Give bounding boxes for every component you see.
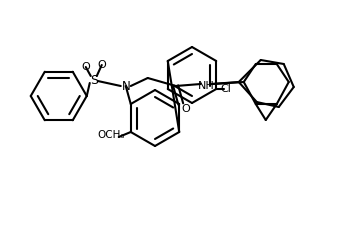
Text: NH: NH [198,81,214,91]
Text: O: O [181,104,190,114]
Text: N: N [121,79,130,93]
Text: O: O [97,60,106,70]
Text: O: O [81,62,90,72]
Text: OCH₃: OCH₃ [97,130,125,140]
Text: S: S [90,75,98,88]
Text: Cl: Cl [221,84,232,94]
